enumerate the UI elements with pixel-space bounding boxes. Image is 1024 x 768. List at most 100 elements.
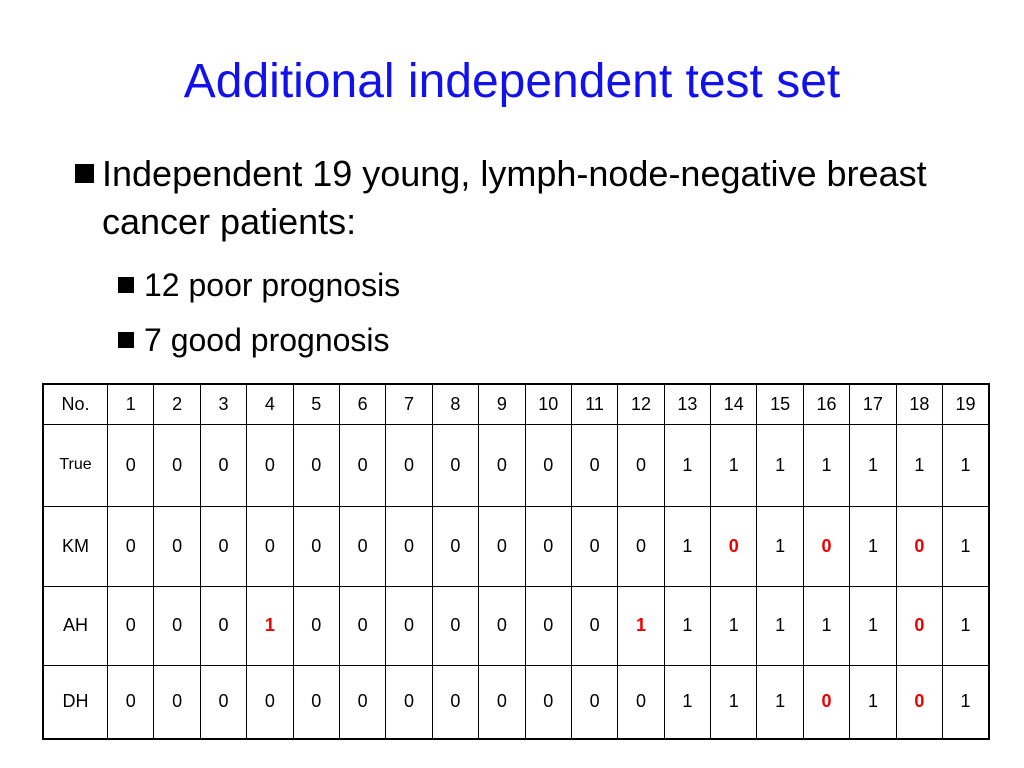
value-cell: 0 <box>106 505 155 587</box>
value-cell: 0 <box>431 423 480 507</box>
value-cell: 0 <box>292 664 340 740</box>
value-cell: 1 <box>849 585 897 666</box>
value-cell: 0 <box>478 423 526 507</box>
value-cell: 0 <box>106 664 155 740</box>
value-cell: 0 <box>246 505 294 587</box>
value-cell: 0 <box>153 505 201 587</box>
value-cell: 0 <box>246 423 294 507</box>
value-cell: 1 <box>942 664 990 740</box>
table-row: AH 0 0 0 1 0 0 0 0 0 0 0 1 1 1 1 1 1 0 1 <box>42 585 990 666</box>
value-cell: 0 <box>524 505 572 587</box>
value-cell: 0 <box>617 423 665 507</box>
mismatch-value-cell: 1 <box>246 585 294 666</box>
square-bullet-icon <box>75 164 94 183</box>
value-cell: 1 <box>756 505 804 587</box>
value-cell: 0 <box>570 664 619 740</box>
value-cell: 1 <box>942 585 990 666</box>
value-cell: 0 <box>338 423 387 507</box>
value-cell: 0 <box>199 664 248 740</box>
sub-bullet: 7 good prognosis <box>118 320 390 360</box>
value-cell: 1 <box>895 423 944 507</box>
value-cell: 0 <box>153 664 201 740</box>
value-cell: 0 <box>338 585 387 666</box>
value-cell: 0 <box>385 423 433 507</box>
value-cell: 1 <box>942 505 990 587</box>
value-cell: 0 <box>106 585 155 666</box>
value-cell: 0 <box>431 585 480 666</box>
main-bullet-text: Independent 19 young, lymph-node-negativ… <box>102 153 927 242</box>
value-cell: 0 <box>478 664 526 740</box>
value-cell: 0 <box>570 585 619 666</box>
value-cell: 0 <box>431 664 480 740</box>
value-cell: 0 <box>478 505 526 587</box>
patient-number-cell: 6 <box>338 383 387 425</box>
patient-number-cell: 19 <box>942 383 990 425</box>
sub-bullet-text: 12 poor prognosis <box>144 267 401 303</box>
value-cell: 1 <box>756 423 804 507</box>
value-cell: 0 <box>570 423 619 507</box>
sub-bullet: 12 poor prognosis <box>118 265 400 305</box>
value-cell: 0 <box>292 585 340 666</box>
value-cell: 1 <box>942 423 990 507</box>
value-cell: 1 <box>710 664 758 740</box>
main-bullet: Independent 19 young, lymph-node-negativ… <box>75 150 975 246</box>
value-cell: 1 <box>756 585 804 666</box>
table-row: KM 0 0 0 0 0 0 0 0 0 0 0 0 1 0 1 0 1 0 1 <box>42 505 990 587</box>
patient-number-cell: 13 <box>663 383 712 425</box>
value-cell: 0 <box>385 505 433 587</box>
row-label-cell: True <box>42 423 108 507</box>
value-cell: 1 <box>849 664 897 740</box>
sub-bullet-text: 7 good prognosis <box>144 322 390 358</box>
patient-number-cell: 14 <box>710 383 758 425</box>
value-cell: 0 <box>292 505 340 587</box>
prediction-table: No. 1 2 3 4 5 6 7 8 9 10 11 12 13 14 15 16 17 18 19 True 0 0 0 0… <box>42 383 990 740</box>
table-row: DH 0 0 0 0 0 0 0 0 0 0 0 0 1 1 1 0 1 0 1 <box>42 664 990 740</box>
value-cell: 0 <box>292 423 340 507</box>
value-cell: 0 <box>617 664 665 740</box>
value-cell: 1 <box>802 585 851 666</box>
value-cell: 0 <box>478 585 526 666</box>
value-cell: 1 <box>663 585 712 666</box>
value-cell: 1 <box>663 505 712 587</box>
square-bullet-icon <box>118 277 134 293</box>
mismatch-value-cell: 0 <box>895 505 944 587</box>
value-cell: 1 <box>663 423 712 507</box>
value-cell: 1 <box>802 423 851 507</box>
patient-number-cell: 16 <box>802 383 851 425</box>
value-cell: 1 <box>710 423 758 507</box>
row-label-cell: KM <box>42 505 108 587</box>
value-cell: 0 <box>524 664 572 740</box>
mismatch-value-cell: 1 <box>617 585 665 666</box>
value-cell: 0 <box>385 664 433 740</box>
row-label-cell: AH <box>42 585 108 666</box>
table-header-row: No. 1 2 3 4 5 6 7 8 9 10 11 12 13 14 15 16 17 18 19 <box>42 383 990 425</box>
value-cell: 0 <box>431 505 480 587</box>
prediction-table-body: No. 1 2 3 4 5 6 7 8 9 10 11 12 13 14 15 16 17 18 19 True 0 0 0 0… <box>42 383 990 740</box>
value-cell: 0 <box>338 505 387 587</box>
patient-number-cell: 5 <box>292 383 340 425</box>
value-cell: 0 <box>153 585 201 666</box>
mismatch-value-cell: 0 <box>710 505 758 587</box>
patient-number-cell: 7 <box>385 383 433 425</box>
value-cell: 1 <box>849 423 897 507</box>
value-cell: 0 <box>199 423 248 507</box>
value-cell: 0 <box>385 585 433 666</box>
value-cell: 1 <box>756 664 804 740</box>
value-cell: 1 <box>849 505 897 587</box>
patient-number-cell: 11 <box>570 383 619 425</box>
value-cell: 0 <box>106 423 155 507</box>
patient-number-cell: 4 <box>246 383 294 425</box>
patient-number-cell: 15 <box>756 383 804 425</box>
patient-number-cell: 12 <box>617 383 665 425</box>
value-cell: 0 <box>524 423 572 507</box>
header-label-cell: No. <box>42 383 108 425</box>
mismatch-value-cell: 0 <box>802 664 851 740</box>
row-label-cell: DH <box>42 664 108 740</box>
value-cell: 1 <box>710 585 758 666</box>
value-cell: 0 <box>199 585 248 666</box>
mismatch-value-cell: 0 <box>895 585 944 666</box>
value-cell: 0 <box>570 505 619 587</box>
value-cell: 1 <box>663 664 712 740</box>
patient-number-cell: 8 <box>431 383 480 425</box>
patient-number-cell: 3 <box>199 383 248 425</box>
